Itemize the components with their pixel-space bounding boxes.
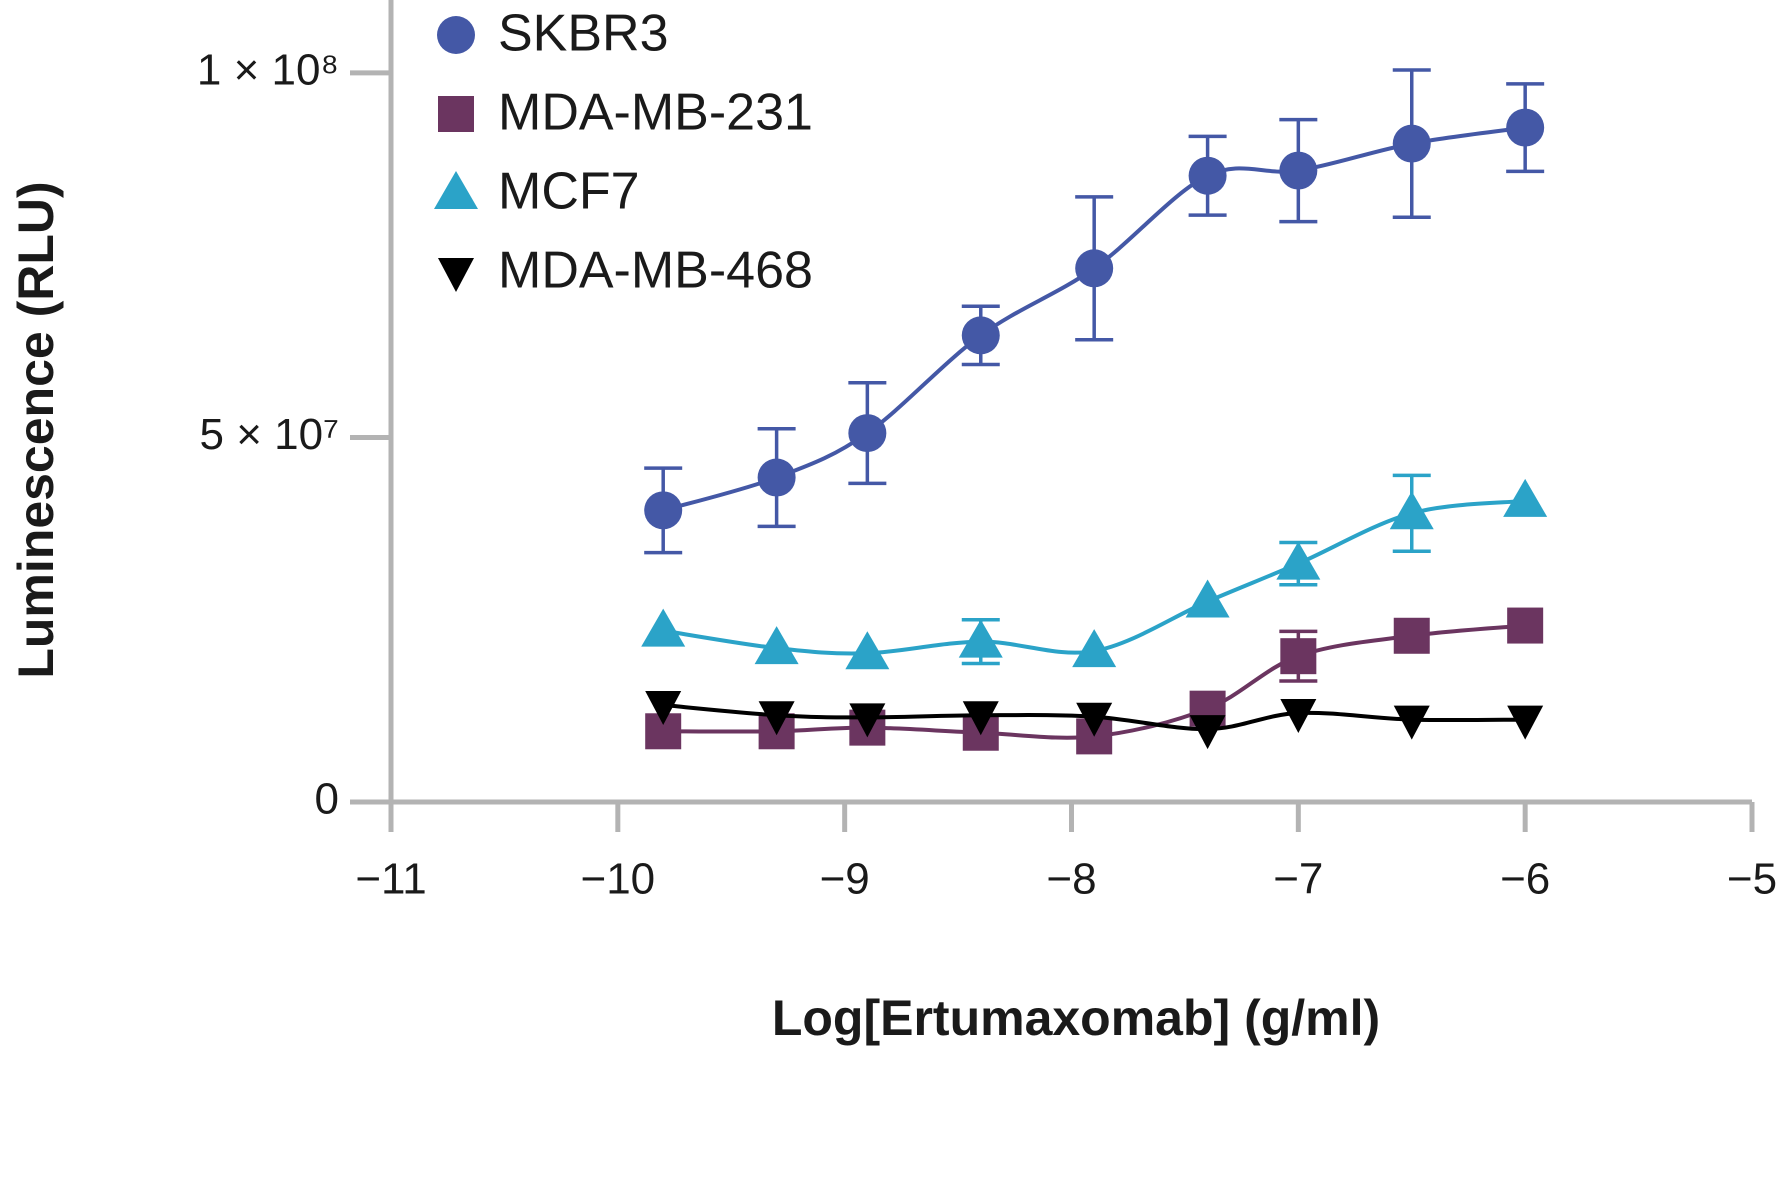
marker (1393, 617, 1430, 654)
marker (1279, 151, 1318, 190)
marker (757, 458, 796, 497)
x-tick-label: −8 (1046, 855, 1096, 904)
legend-marker (438, 96, 474, 132)
marker (1276, 541, 1321, 580)
marker (754, 626, 799, 665)
marker (758, 701, 795, 736)
marker (1503, 478, 1548, 517)
x-tick-label: −9 (820, 855, 870, 904)
marker (644, 491, 683, 530)
legend-marker (438, 258, 474, 292)
marker (1507, 705, 1544, 740)
x-axis-title: Log[Ertumaxomab] (g/ml) (772, 990, 1380, 1046)
y-tick-label: 1 × 10⁸ (197, 46, 339, 95)
marker (1072, 629, 1117, 668)
marker (958, 619, 1003, 658)
legend-label: MDA-MB-231 (498, 84, 813, 142)
marker (1506, 108, 1545, 147)
marker (849, 703, 886, 738)
marker (848, 414, 887, 453)
marker (1392, 124, 1431, 163)
x-tick-label: −10 (581, 855, 656, 904)
legend-label: MDA-MB-468 (498, 242, 813, 300)
y-tick-label: 5 × 10⁷ (200, 410, 339, 459)
y-tick-label: 0 (315, 775, 339, 824)
legend-marker (434, 171, 478, 209)
marker (1280, 699, 1317, 734)
marker (641, 608, 686, 647)
marker (1189, 715, 1226, 750)
marker (1507, 607, 1544, 644)
marker (1393, 705, 1430, 740)
legend-label: SKBR3 (498, 5, 669, 63)
marker (962, 701, 999, 736)
x-tick-label: −7 (1273, 855, 1323, 904)
marker (1389, 491, 1434, 530)
x-tick-label: −5 (1727, 855, 1777, 904)
marker (1188, 156, 1227, 195)
legend-label: MCF7 (498, 163, 640, 221)
marker (1280, 638, 1317, 675)
x-tick-label: −11 (355, 855, 426, 904)
x-tick-label: −6 (1500, 855, 1550, 904)
marker (845, 631, 890, 670)
y-axis-title: Luminescence (RLU) (8, 181, 64, 678)
marker (1075, 249, 1114, 288)
marker (1185, 579, 1230, 618)
marker (961, 316, 1000, 355)
marker (645, 691, 682, 726)
legend-marker (437, 16, 475, 54)
marker (1076, 702, 1113, 737)
